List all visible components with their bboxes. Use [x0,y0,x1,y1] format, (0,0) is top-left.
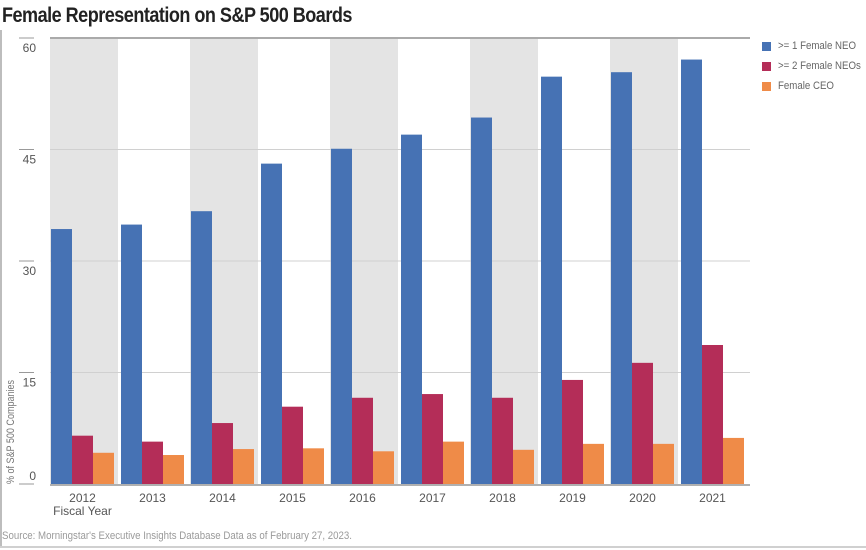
x-tick-label: 2014 [209,491,236,505]
y-tick-label: 30 [23,264,37,278]
frame-left-border [0,30,2,546]
x-tick-label: 2012 [69,491,96,505]
bar-female-ceo-2019[interactable] [583,443,604,484]
x-tick-label: 2016 [349,491,376,505]
bar--1-female-neo-2015[interactable] [261,163,282,484]
source-note: Source: Morningstar's Executive Insights… [2,530,352,542]
legend-swatch-blue [762,41,771,51]
legend-label: >= 2 Female NEOs [778,60,861,72]
legend-item-1-female-neo[interactable]: >= 1 Female NEO [762,36,866,56]
bar-female-ceo-2020[interactable] [653,443,674,484]
bar--2-female-neos-2017[interactable] [422,394,443,484]
bar--2-female-neos-2013[interactable] [142,441,163,484]
bar--2-female-neos-2016[interactable] [352,397,373,484]
bar--1-female-neo-2019[interactable] [541,76,562,485]
x-tick-label: 2021 [699,491,726,505]
bar-female-ceo-2018[interactable] [513,449,534,484]
legend-label: Female CEO [778,80,834,92]
bar--1-female-neo-2016[interactable] [331,148,352,485]
legend: >= 1 Female NEO >= 2 Female NEOs Female … [762,36,866,96]
bar--1-female-neo-2018[interactable] [471,117,492,484]
x-tick-label: 2015 [279,491,306,505]
bar--2-female-neos-2014[interactable] [212,423,233,484]
x-tick-label: 2013 [139,491,166,505]
legend-item-2-female-neos[interactable]: >= 2 Female NEOs [762,56,866,76]
chart-title: Female Representation on S&P 500 Boards [2,4,352,27]
legend-label: >= 1 Female NEO [778,40,857,52]
legend-swatch-red [762,61,771,71]
bar-female-ceo-2015[interactable] [303,448,324,484]
x-tick-label: 2017 [419,491,446,505]
y-tick-label: 0 [29,469,36,483]
x-tick-label: 2018 [489,491,516,505]
bar--1-female-neo-2020[interactable] [611,72,632,485]
bar--1-female-neo-2017[interactable] [401,134,422,484]
bar-female-ceo-2012[interactable] [93,452,114,484]
bar-female-ceo-2014[interactable] [233,449,254,484]
bar-female-ceo-2017[interactable] [443,441,464,484]
bar--1-female-neo-2021[interactable] [681,59,702,484]
bar--2-female-neos-2021[interactable] [702,344,723,484]
x-tick-label: 2020 [629,491,656,505]
legend-swatch-orange [762,81,771,91]
bar--2-female-neos-2018[interactable] [492,397,513,484]
y-tick-label: 60 [23,41,37,55]
x-axis-label: Fiscal Year [53,504,112,518]
bar--2-female-neos-2019[interactable] [562,379,583,484]
y-tick-label: 15 [23,376,37,390]
legend-item-female-ceo[interactable]: Female CEO [762,76,866,96]
frame-bottom-border [0,546,866,548]
bar--1-female-neo-2013[interactable] [121,224,142,484]
y-axis-label: % of S&P 500 Companies [5,380,17,484]
bar--2-female-neos-2020[interactable] [632,362,653,484]
bar--1-female-neo-2014[interactable] [191,211,212,485]
bar-female-ceo-2016[interactable] [373,451,394,484]
bar--2-female-neos-2015[interactable] [282,406,303,484]
bar--2-female-neos-2012[interactable] [72,435,93,484]
bar--1-female-neo-2012[interactable] [51,229,72,484]
x-tick-label: 2019 [559,491,586,505]
bar-female-ceo-2021[interactable] [723,437,744,484]
bar-female-ceo-2013[interactable] [163,455,184,484]
y-tick-label: 45 [23,153,37,167]
